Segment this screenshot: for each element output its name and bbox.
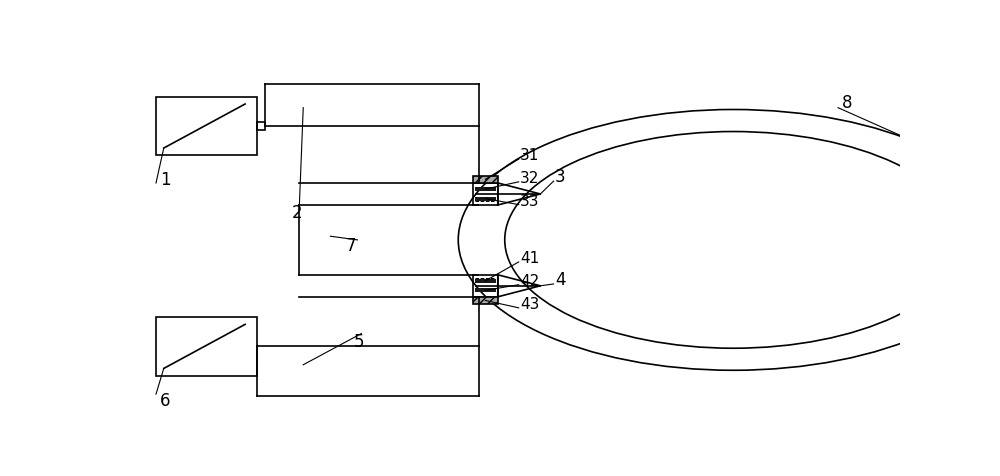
Bar <box>475 188 496 192</box>
Text: 7: 7 <box>346 237 356 255</box>
Text: 31: 31 <box>520 148 540 163</box>
Text: 5: 5 <box>354 332 364 350</box>
Bar <box>475 279 496 283</box>
Text: 41: 41 <box>520 250 540 265</box>
Text: 33: 33 <box>520 193 540 208</box>
Bar <box>473 176 498 184</box>
Text: 4: 4 <box>555 270 566 288</box>
Text: 1: 1 <box>160 171 170 189</box>
Bar <box>473 297 498 305</box>
Text: 32: 32 <box>520 170 540 186</box>
Text: 8: 8 <box>842 94 852 112</box>
Bar <box>475 197 496 201</box>
Text: 6: 6 <box>160 391 170 409</box>
Text: 3: 3 <box>555 168 566 186</box>
Bar <box>257 123 264 130</box>
Bar <box>475 289 496 293</box>
Text: 2: 2 <box>292 204 302 222</box>
Text: 42: 42 <box>520 273 540 288</box>
Text: 43: 43 <box>520 296 540 311</box>
